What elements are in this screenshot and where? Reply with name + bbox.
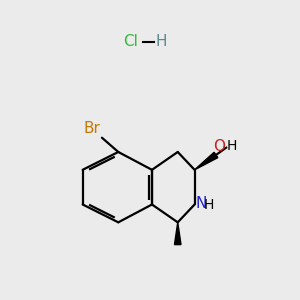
Polygon shape bbox=[175, 222, 181, 244]
Text: O: O bbox=[213, 140, 225, 154]
Text: Cl: Cl bbox=[123, 34, 138, 49]
Polygon shape bbox=[195, 152, 218, 170]
Text: N: N bbox=[196, 196, 207, 211]
Text: Br: Br bbox=[84, 121, 101, 136]
Text: H: H bbox=[156, 34, 167, 49]
Text: H: H bbox=[227, 139, 237, 153]
Text: H: H bbox=[204, 198, 214, 212]
